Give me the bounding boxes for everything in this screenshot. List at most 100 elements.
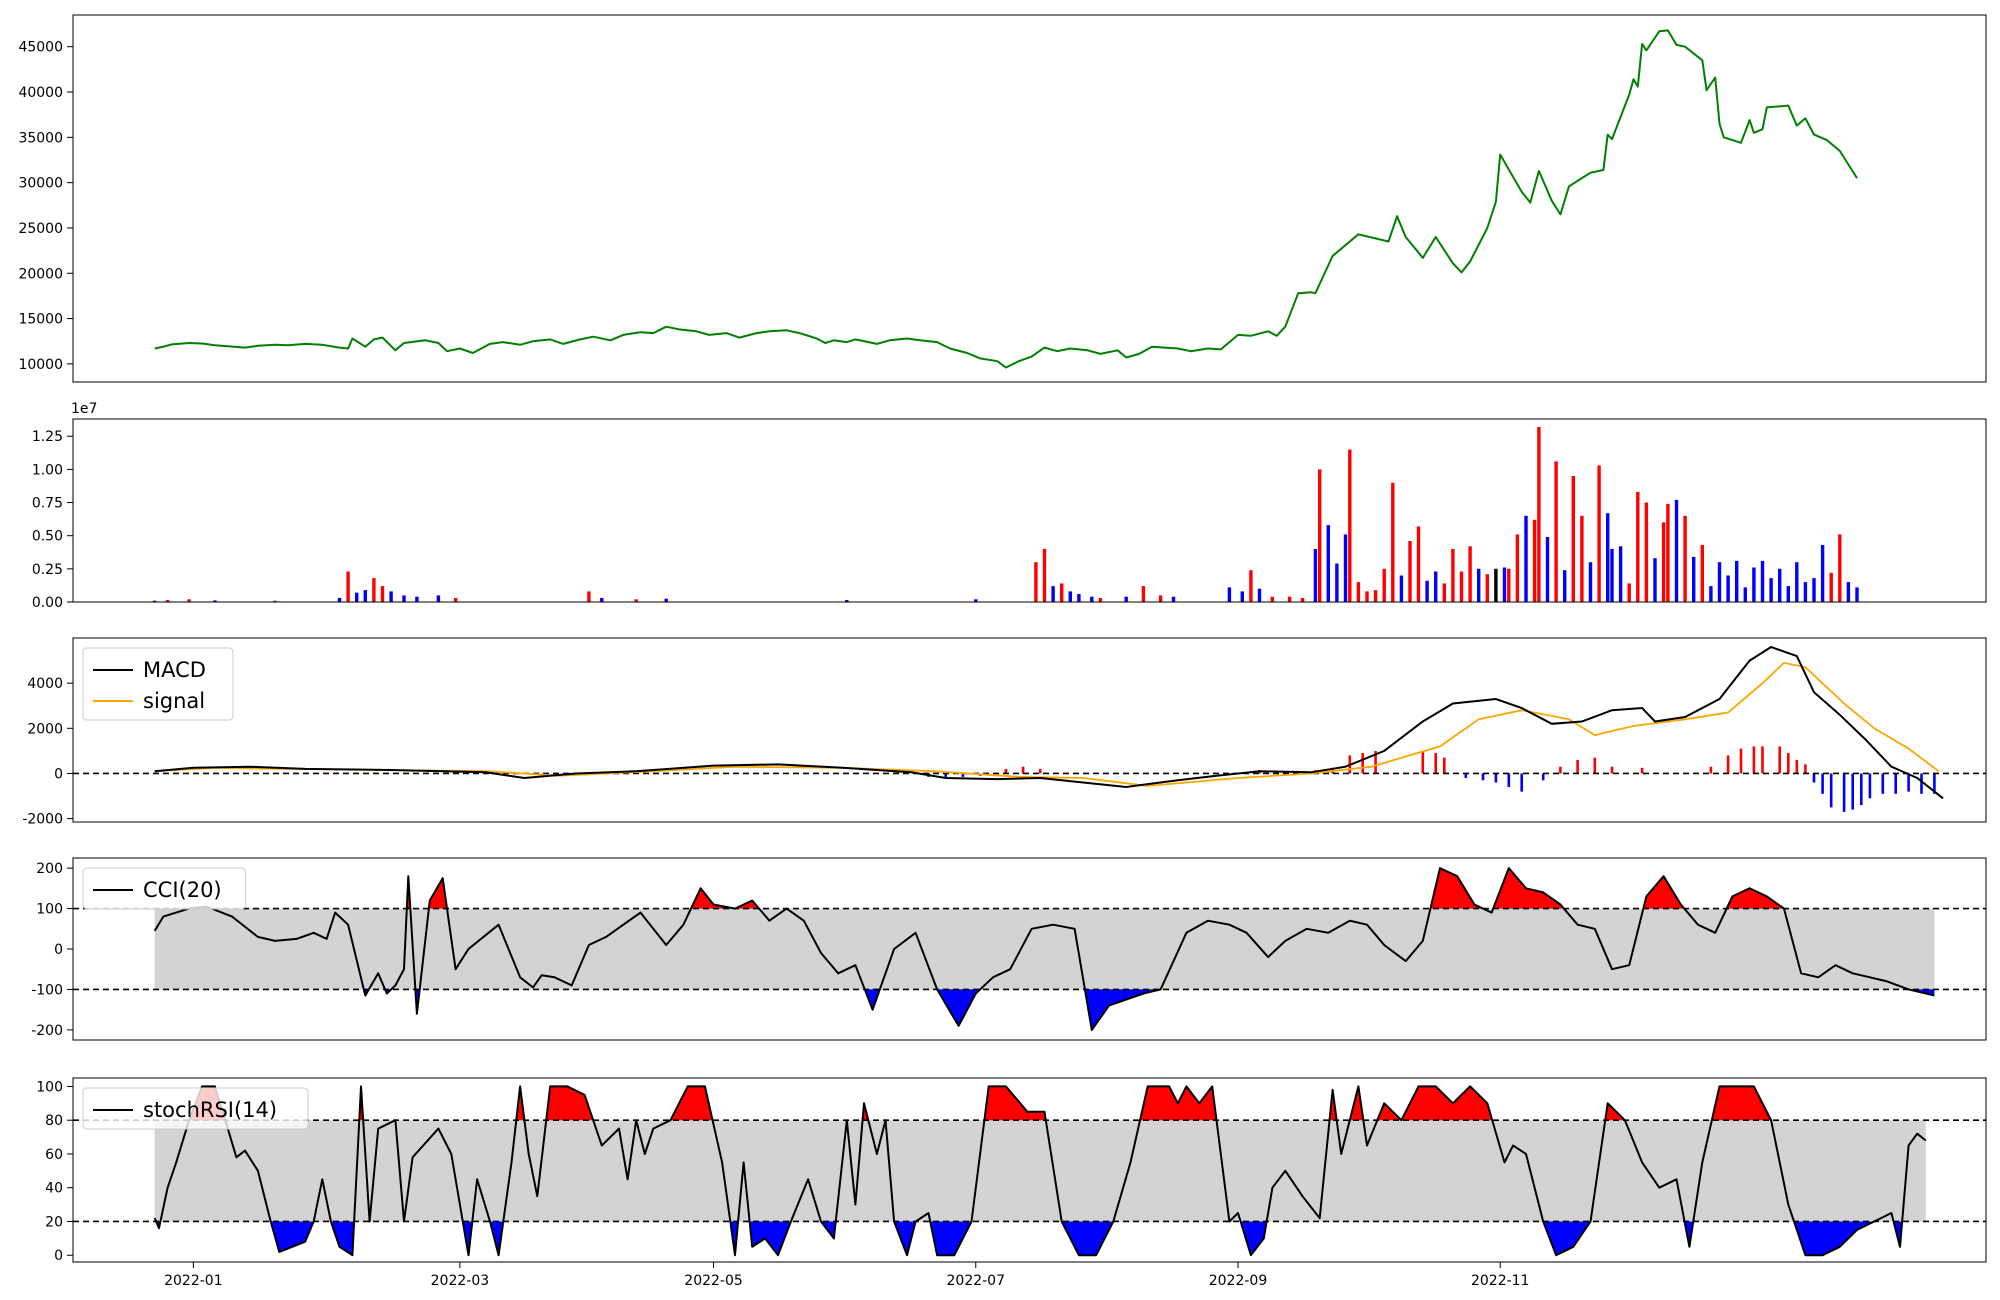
- volume-bar: [355, 592, 359, 602]
- macd-histogram-bar: [1593, 757, 1597, 774]
- volume-bar: [600, 598, 604, 602]
- volume-bar: [1580, 515, 1584, 602]
- y-tick-label: 80: [45, 1113, 63, 1129]
- volume-bar: [1717, 562, 1722, 602]
- volume-bar: [1532, 519, 1537, 602]
- volume-bar: [1313, 549, 1318, 602]
- y-tick-label: 60: [45, 1147, 63, 1163]
- macd-histogram-bar: [1881, 773, 1885, 794]
- macd-line: [154, 645, 1944, 800]
- overbought-fill: [428, 878, 447, 909]
- volume-bar: [1335, 563, 1339, 602]
- y-tick-label: 0.00: [32, 595, 63, 611]
- y-tick-label: 35000: [18, 130, 63, 146]
- overbought-fill: [1711, 1086, 1772, 1121]
- volume-bar: [1726, 575, 1730, 602]
- volume-bar: [1820, 545, 1825, 602]
- volume-bar: [1507, 568, 1511, 602]
- oversold-fill: [1794, 1221, 1875, 1256]
- volume-bar: [1674, 499, 1679, 602]
- y-tick-label: -100: [31, 982, 63, 998]
- panel-volume: 1e7 0.00 0.25 0.50 0.75 1.00 1.25: [32, 401, 1987, 611]
- volume-bar: [1343, 534, 1348, 602]
- volume-bar: [1829, 572, 1833, 602]
- y-tick-label: 200: [36, 861, 63, 877]
- macd-histogram-bar: [1860, 773, 1863, 806]
- macd-histogram-bar: [1829, 773, 1833, 808]
- panel-price: 10000 15000 20000 25000 30000 35000 40000 45000: [18, 14, 1987, 383]
- macd-histogram-bar: [1507, 773, 1511, 787]
- macd-histogram-bar: [1004, 768, 1008, 774]
- panel-macd: MACD signal -2000 0 2000 4000: [22, 637, 1987, 828]
- volume-bar: [1644, 502, 1649, 602]
- volume-bar: [1618, 546, 1623, 602]
- macd-histogram-bar: [1907, 773, 1910, 792]
- volume-bar: [1653, 558, 1657, 602]
- macd-histogram-bar: [1481, 773, 1485, 781]
- volume-bar: [1034, 562, 1038, 602]
- oversold-fill: [490, 1221, 504, 1256]
- volume-bar: [1416, 526, 1421, 602]
- macd-histogram-bar: [1894, 773, 1897, 794]
- volume-bar: [1318, 469, 1322, 602]
- volume-bar: [1855, 587, 1859, 602]
- volume-bar: [1786, 586, 1790, 602]
- volume-bar: [1709, 586, 1713, 602]
- volume-bar: [1060, 583, 1064, 602]
- macd-histogram-bar: [1795, 759, 1799, 774]
- volume-bar: [1554, 461, 1558, 602]
- volume-bar: [664, 598, 668, 602]
- volume-bar: [1778, 568, 1782, 602]
- volume-bar: [213, 600, 217, 602]
- y-tick-label: -2000: [22, 812, 63, 828]
- cci-line: [153, 867, 1935, 1031]
- volume-bar: [380, 586, 385, 602]
- volume-bar: [346, 571, 350, 602]
- volume-bar: [436, 595, 441, 602]
- volume-bar: [1051, 586, 1055, 602]
- volume-bar: [1090, 596, 1094, 602]
- overbought-fill: [1349, 1086, 1364, 1121]
- overbought-fill: [1493, 868, 1564, 909]
- macd-histogram-bar: [961, 773, 965, 777]
- volume-bar: [1356, 582, 1361, 602]
- volume-bar: [1610, 549, 1614, 602]
- macd-histogram-bar: [1812, 773, 1816, 783]
- volume-bar: [415, 596, 419, 602]
- macd-histogram-bar: [1520, 773, 1523, 792]
- volume-bar: [1270, 596, 1275, 602]
- volume-bar: [1300, 598, 1305, 602]
- macd-histogram-bar: [1374, 750, 1377, 774]
- x-tick-label: 2022-09: [1209, 1273, 1268, 1289]
- volume-bar: [1171, 596, 1176, 602]
- oversold-fill: [330, 1221, 355, 1256]
- volume-bar: [1537, 427, 1541, 602]
- neutral-band: [154, 908, 1935, 990]
- volume-bar: [273, 600, 277, 602]
- macd-histogram-bar: [1576, 759, 1579, 774]
- volume-bar: [1597, 465, 1601, 602]
- volume-bar: [1227, 587, 1232, 602]
- oversold-fill: [270, 1221, 314, 1252]
- oversold-fill: [1543, 1221, 1591, 1256]
- macd-histogram-bar: [1610, 766, 1614, 774]
- volume-bar: [153, 600, 157, 602]
- y-tick-label: 0.25: [32, 562, 63, 578]
- y-tick-label: 1.00: [32, 462, 63, 478]
- panel-frame: [72, 14, 1987, 383]
- legend-entry: signal: [143, 689, 205, 713]
- volume-bar: [1158, 595, 1163, 602]
- y-tick-label: 25000: [18, 221, 63, 237]
- y-tick-label: 2000: [27, 721, 63, 737]
- oversold-fill: [937, 989, 981, 1026]
- volume-bar: [1683, 515, 1687, 602]
- legend-entry: MACD: [143, 658, 206, 682]
- volume-bar: [389, 591, 393, 602]
- y-tick-label: 45000: [18, 40, 63, 56]
- volume-bar: [1391, 482, 1395, 602]
- y-tick-label: 1.25: [32, 429, 63, 445]
- volume-bar: [1077, 594, 1081, 602]
- volume-bar: [1735, 560, 1739, 602]
- volume-bar: [1838, 534, 1842, 602]
- x-tick-label: 2022-07: [947, 1273, 1006, 1289]
